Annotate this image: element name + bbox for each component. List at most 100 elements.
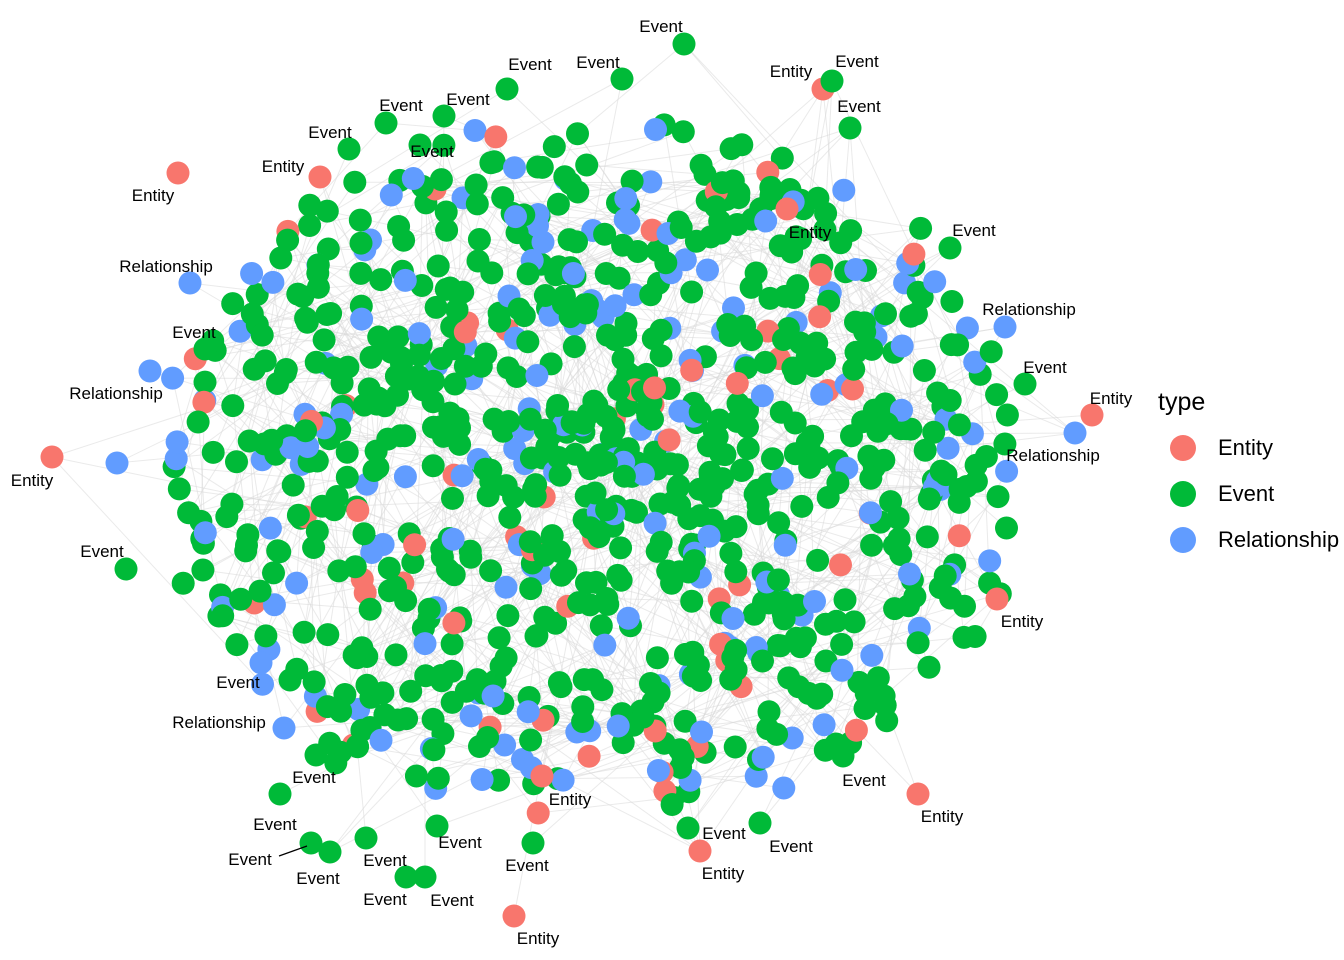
graph-node-event bbox=[480, 261, 504, 285]
node-label: Event bbox=[172, 323, 216, 342]
graph-node-event bbox=[769, 634, 792, 658]
graph-node-event bbox=[440, 632, 464, 656]
graph-node-event bbox=[671, 745, 695, 769]
graph-edge bbox=[232, 197, 464, 406]
node-label: Event bbox=[363, 851, 407, 870]
graph-node-event bbox=[302, 536, 326, 559]
graph-node-event bbox=[660, 793, 684, 816]
graph-node-event bbox=[689, 153, 713, 177]
graph-node-event bbox=[761, 447, 784, 471]
graph-node-relationship bbox=[923, 270, 947, 294]
graph-node-relationship bbox=[516, 700, 540, 724]
graph-node-event bbox=[986, 485, 1010, 509]
graph-node-event bbox=[789, 227, 813, 251]
graph-node-event bbox=[560, 411, 584, 435]
graph-node-relationship bbox=[379, 183, 403, 207]
graph-edge bbox=[755, 487, 938, 495]
graph-node-relationship bbox=[165, 430, 189, 454]
graph-edge bbox=[617, 574, 726, 644]
legend-item-event: Event bbox=[1158, 471, 1339, 517]
graph-node-relationship bbox=[690, 720, 713, 744]
graph-node-event bbox=[491, 186, 515, 210]
graph-node-event bbox=[680, 589, 704, 613]
graph-node-event bbox=[688, 477, 711, 501]
node-label: Event bbox=[505, 856, 549, 875]
graph-node-event bbox=[367, 325, 391, 349]
graph-node-event bbox=[519, 446, 543, 470]
graph-node-event bbox=[844, 340, 868, 364]
graph-node-event bbox=[769, 400, 793, 424]
graph-node-event bbox=[426, 254, 450, 278]
graph-node-event bbox=[467, 228, 491, 251]
graph-node-event bbox=[710, 171, 734, 195]
graph-node-event bbox=[938, 236, 962, 260]
graph-node-relationship bbox=[668, 399, 692, 423]
graph-edge bbox=[212, 340, 343, 384]
graph-node-event bbox=[566, 122, 589, 146]
graph-node-event bbox=[795, 345, 819, 369]
graph-node-event bbox=[292, 620, 316, 644]
graph-node-event bbox=[875, 709, 899, 733]
graph-node-event bbox=[387, 215, 411, 238]
graph-node-event bbox=[614, 311, 638, 335]
graph-node-entity bbox=[1080, 403, 1104, 427]
graph-node-event bbox=[753, 350, 777, 374]
graph-node-event bbox=[660, 571, 684, 595]
graph-node-relationship bbox=[744, 764, 768, 788]
graph-node-event bbox=[607, 378, 631, 402]
graph-node-event bbox=[359, 345, 383, 369]
graph-edge bbox=[248, 440, 261, 592]
graph-node-event bbox=[813, 347, 837, 371]
graph-edge bbox=[567, 606, 644, 718]
graph-node-event bbox=[533, 543, 557, 567]
node-label: Relationship bbox=[172, 713, 266, 732]
graph-edge bbox=[218, 615, 363, 649]
graph-edge bbox=[222, 607, 337, 764]
graph-node-event bbox=[562, 335, 586, 359]
graph-node-event bbox=[917, 487, 941, 511]
node-label: Event bbox=[438, 833, 482, 852]
graph-node-event bbox=[496, 356, 520, 380]
graph-edge bbox=[825, 212, 921, 229]
graph-node-event bbox=[310, 494, 334, 518]
graph-node-event bbox=[933, 564, 957, 588]
graph-edge bbox=[448, 538, 578, 733]
graph-node-event bbox=[374, 111, 398, 135]
graph-node-event bbox=[533, 418, 557, 442]
graph-node-entity bbox=[844, 718, 868, 742]
graph-node-event bbox=[237, 429, 261, 453]
graph-node-relationship bbox=[503, 156, 526, 180]
graph-node-event bbox=[312, 328, 336, 352]
graph-node-event bbox=[833, 588, 857, 612]
node-label: Relationship bbox=[69, 384, 163, 403]
graph-node-event bbox=[316, 623, 340, 647]
graph-node-event bbox=[229, 587, 253, 611]
graph-node-event bbox=[842, 610, 866, 634]
graph-node-event bbox=[793, 626, 817, 650]
graph-edge bbox=[972, 432, 1076, 435]
graph-node-relationship bbox=[551, 768, 575, 792]
graph-node-relationship bbox=[616, 606, 640, 630]
graph-node-event bbox=[394, 589, 418, 613]
graph-node-event bbox=[766, 568, 790, 592]
graph-node-event bbox=[594, 404, 618, 428]
graph-node-entity bbox=[453, 320, 477, 344]
graph-edge bbox=[252, 272, 319, 315]
graph-edge bbox=[883, 593, 1001, 697]
node-label: Event bbox=[1023, 358, 1067, 377]
graph-node-event bbox=[677, 560, 701, 584]
graph-node-event bbox=[434, 277, 458, 301]
graph-node-event bbox=[464, 173, 488, 197]
graph-node-event bbox=[507, 297, 531, 321]
graph-node-event bbox=[567, 591, 590, 615]
graph-node-event bbox=[680, 280, 704, 304]
graph-node-entity bbox=[902, 242, 926, 266]
graph-node-event bbox=[319, 302, 343, 325]
graph-node-event bbox=[859, 466, 883, 490]
graph-node-event bbox=[422, 738, 446, 762]
graph-edge bbox=[687, 711, 770, 829]
graph-node-event bbox=[910, 286, 934, 309]
graph-node-relationship bbox=[178, 271, 202, 295]
graph-node-relationship bbox=[613, 208, 637, 232]
